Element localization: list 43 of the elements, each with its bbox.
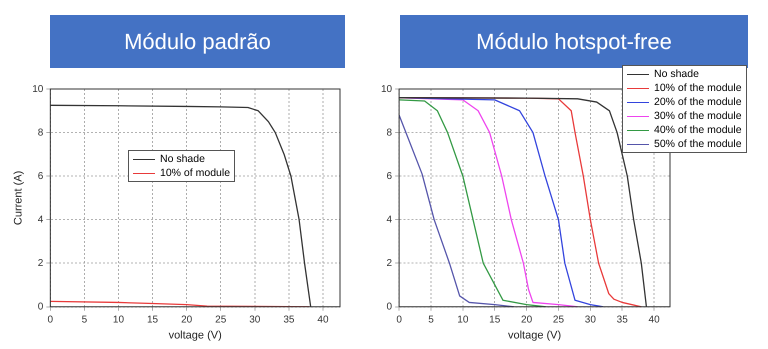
x-tick-label: 20 xyxy=(181,314,193,326)
x-tick-label: 35 xyxy=(283,314,295,326)
legend-label: No shade xyxy=(654,67,699,81)
x-tick-label: 40 xyxy=(648,314,660,326)
legend-label: 40% of the module xyxy=(654,123,742,137)
x-tick-label: 35 xyxy=(616,314,628,326)
x-axis-title: voltage (V) xyxy=(508,329,562,342)
x-tick-label: 40 xyxy=(317,314,329,326)
x-tick-label: 0 xyxy=(48,314,54,326)
y-tick-label: 6 xyxy=(386,170,393,182)
chart-title: Módulo hotspot-free xyxy=(400,15,748,68)
y-tick-label: 8 xyxy=(386,127,393,138)
x-tick-label: 5 xyxy=(428,314,434,326)
chart-title: Módulo padrão xyxy=(50,15,345,68)
x-tick-label: 0 xyxy=(396,314,402,326)
legend-label: 10% of the module xyxy=(654,81,742,95)
y-tick-label: 2 xyxy=(386,258,393,269)
legend-label: 50% of the module xyxy=(654,137,742,151)
y-axis-title: Current (A) xyxy=(12,170,25,226)
x-tick-label: 30 xyxy=(249,314,261,326)
x-tick-label: 10 xyxy=(457,314,469,326)
y-tick-label: 10 xyxy=(381,84,393,95)
x-tick-label: 5 xyxy=(82,314,88,326)
y-tick-label: 8 xyxy=(38,127,44,138)
x-tick-label: 15 xyxy=(147,314,159,326)
y-tick-label: 4 xyxy=(38,214,44,226)
legend-label: 10% of module xyxy=(160,166,230,180)
legend-label: 30% of the module xyxy=(654,109,742,123)
x-tick-label: 25 xyxy=(552,314,564,326)
x-axis-title: voltage (V) xyxy=(168,329,222,342)
legend-label: 20% of the module xyxy=(654,95,742,109)
y-tick-label: 0 xyxy=(386,302,393,313)
y-tick-label: 0 xyxy=(38,302,44,313)
x-tick-label: 20 xyxy=(521,314,533,326)
y-tick-label: 4 xyxy=(386,214,393,226)
x-tick-label: 30 xyxy=(584,314,596,326)
x-tick-label: 15 xyxy=(489,314,501,326)
x-tick-label: 25 xyxy=(215,314,227,326)
y-tick-label: 10 xyxy=(32,84,44,95)
x-tick-label: 10 xyxy=(112,314,124,326)
y-tick-label: 2 xyxy=(38,258,44,269)
legend-label: No shade xyxy=(160,152,205,166)
y-tick-label: 6 xyxy=(38,170,44,182)
